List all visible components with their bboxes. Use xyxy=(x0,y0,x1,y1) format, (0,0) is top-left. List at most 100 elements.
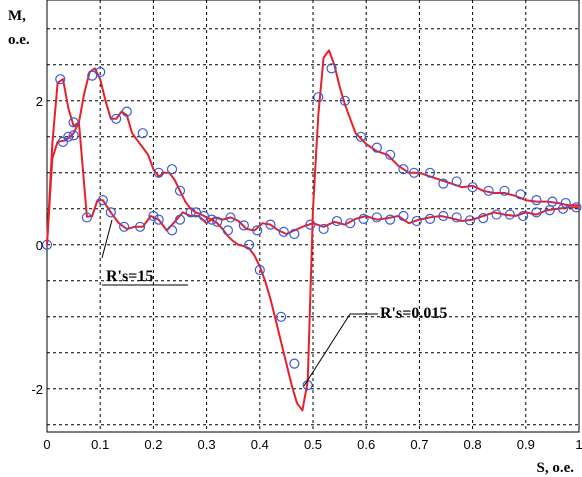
ticks: 0 0.1 0.2 0.3 0.4 0.5 0.6 0.7 0.8 0.9 1 -2 0 2 xyxy=(31,94,582,452)
data-point xyxy=(305,219,316,230)
data-point xyxy=(97,195,108,206)
data-point xyxy=(81,212,93,223)
data-point xyxy=(504,209,515,220)
data-point xyxy=(278,226,289,237)
data-point xyxy=(424,213,436,224)
data-point xyxy=(408,167,420,178)
data-point xyxy=(358,213,369,224)
data-point xyxy=(153,167,164,178)
data-point xyxy=(206,214,218,225)
data-point xyxy=(438,178,449,189)
grid xyxy=(47,0,579,432)
annotation-r0015-label: R's=0.015 xyxy=(380,305,447,322)
data-point xyxy=(571,202,582,213)
x-tick-label: 0 xyxy=(43,437,50,452)
data-point xyxy=(275,311,287,322)
annotation-r0015-leader xyxy=(303,313,351,387)
data-point xyxy=(483,185,494,196)
y-axis-label-line2: o.e. xyxy=(8,32,30,48)
data-point xyxy=(385,214,396,225)
data-point xyxy=(111,113,122,124)
annotation-r15: R's=15 xyxy=(101,219,188,286)
data-point xyxy=(464,215,476,226)
x-tick-label: 0.7 xyxy=(410,437,428,452)
data-point xyxy=(225,212,236,223)
data-point xyxy=(398,210,409,222)
data-point xyxy=(57,136,69,147)
data-point xyxy=(212,216,223,227)
x-tick-label: 0.2 xyxy=(144,437,162,452)
data-point xyxy=(339,95,351,106)
data-point xyxy=(153,214,164,225)
x-tick-label: 0.9 xyxy=(517,437,535,452)
data-point xyxy=(515,189,526,200)
data-point xyxy=(478,213,489,224)
y-axis-label-line1: M, xyxy=(8,8,26,24)
series-line xyxy=(46,49,579,412)
x-axis-label: S, o.e. xyxy=(537,460,575,476)
x-tick-label: 0.8 xyxy=(464,437,482,452)
series-1 xyxy=(41,121,582,250)
data-point xyxy=(174,214,186,225)
data-point xyxy=(68,130,79,141)
data-point xyxy=(63,131,74,142)
data-point xyxy=(68,117,79,128)
data-point xyxy=(238,220,249,231)
x-tick-label: 0.3 xyxy=(198,437,216,452)
data-point xyxy=(438,210,449,222)
y-tick-label: 2 xyxy=(36,94,43,109)
data-point xyxy=(265,219,276,230)
data-point xyxy=(345,218,356,229)
data-point xyxy=(318,223,329,235)
data-point xyxy=(174,185,186,196)
data-point xyxy=(547,196,558,207)
data-point xyxy=(105,207,116,218)
data-point xyxy=(313,92,324,103)
data-point xyxy=(355,131,366,142)
data-point xyxy=(499,185,510,196)
data-point xyxy=(411,215,422,227)
data-point xyxy=(326,63,337,74)
x-tick-label: 0.6 xyxy=(357,437,375,452)
data-point xyxy=(467,182,478,193)
data-point xyxy=(244,239,255,250)
data-point xyxy=(289,228,300,240)
data-point xyxy=(135,221,146,232)
data-point xyxy=(518,210,529,222)
data-point xyxy=(531,195,542,206)
data-point xyxy=(398,164,409,175)
data-point xyxy=(289,358,300,369)
data-point xyxy=(451,212,462,223)
data-point xyxy=(252,225,263,236)
data-point xyxy=(222,225,233,236)
x-tick-label: 0.4 xyxy=(251,437,269,452)
data-point xyxy=(137,128,148,139)
data-point xyxy=(55,74,66,85)
x-tick-label: 1 xyxy=(575,437,582,452)
data-point xyxy=(424,167,436,178)
data-point xyxy=(531,207,542,218)
data-point xyxy=(371,142,382,153)
data-point xyxy=(95,66,106,78)
data-point xyxy=(331,215,343,227)
data-point xyxy=(148,210,159,222)
annotation-r15-leader xyxy=(101,219,113,259)
data-point xyxy=(166,225,178,236)
x-tick-label: 0.1 xyxy=(91,437,109,452)
x-tick-label: 0.5 xyxy=(304,437,322,452)
data-point xyxy=(121,106,132,117)
y-tick-label: 0 xyxy=(36,238,43,253)
series-line xyxy=(46,121,579,245)
data-point xyxy=(119,221,130,232)
y-tick-label: -2 xyxy=(31,382,43,397)
data-point xyxy=(254,264,265,276)
data-point xyxy=(385,149,396,160)
data-point xyxy=(560,197,571,209)
data-point xyxy=(451,176,462,187)
annotation-r15-label: R's=15 xyxy=(106,268,153,285)
data-point xyxy=(491,209,502,220)
annotation-r0015: R's=0.015 xyxy=(303,305,447,387)
data-point xyxy=(166,164,178,175)
series-layer xyxy=(41,49,582,412)
